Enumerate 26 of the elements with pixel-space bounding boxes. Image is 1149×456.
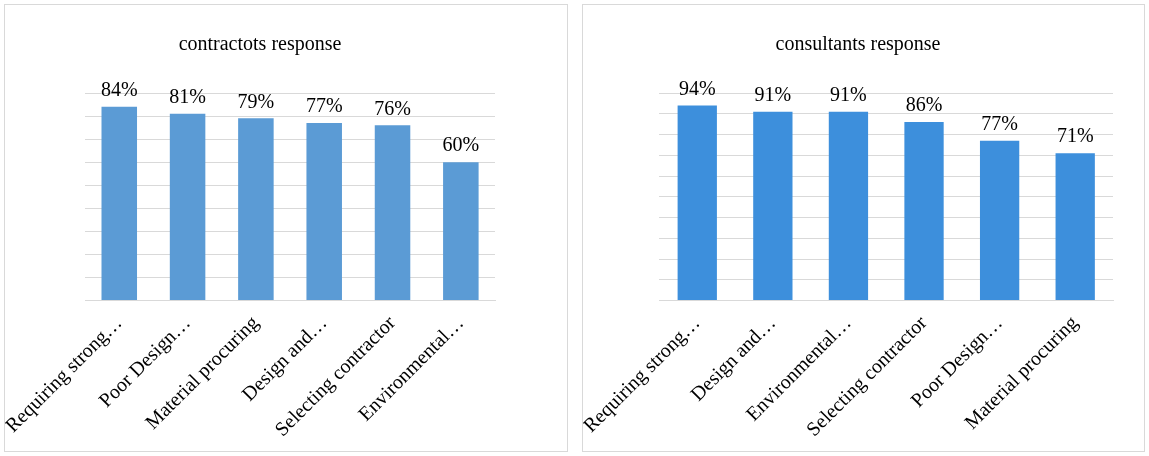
data-label: 86%: [905, 93, 942, 116]
bar: [443, 162, 479, 301]
data-label: 79%: [237, 89, 275, 112]
bar: [101, 106, 138, 301]
data-label: 60%: [442, 133, 480, 156]
data-label: 94%: [678, 76, 716, 99]
chart-title: contractots response: [178, 32, 342, 56]
bar: [1055, 153, 1095, 301]
bar: [169, 113, 206, 301]
bar: [979, 140, 1019, 301]
data-label: 81%: [169, 85, 206, 107]
data-label: 91%: [754, 82, 791, 105]
data-label: 84%: [100, 78, 138, 101]
bar: [677, 105, 717, 301]
bar: [238, 118, 274, 301]
bar: [374, 125, 411, 301]
data-label: 71%: [1056, 124, 1094, 147]
data-label: 76%: [374, 96, 411, 119]
data-label: 77%: [980, 111, 1018, 134]
data-label: 77%: [305, 94, 343, 117]
chart-title: consultants response: [775, 32, 941, 56]
data-label: 91%: [829, 82, 867, 105]
bar: [306, 122, 342, 301]
bar: [828, 111, 868, 301]
bar: [752, 111, 792, 301]
bar: [903, 122, 944, 301]
